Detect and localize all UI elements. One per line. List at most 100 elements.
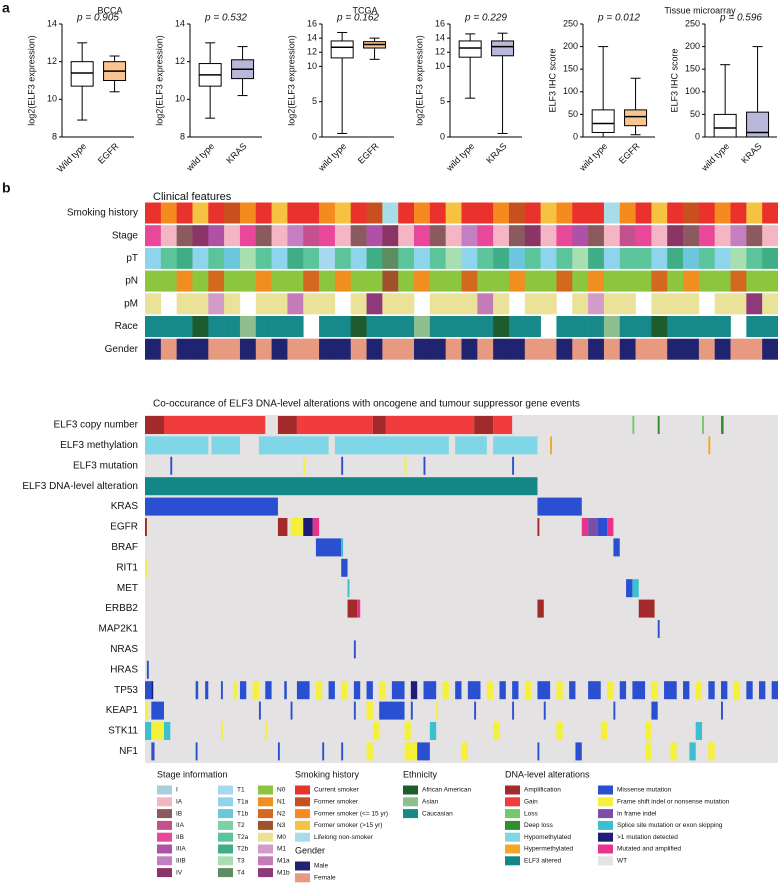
legend-swatch (295, 820, 310, 830)
heatmap-cell (493, 202, 510, 224)
legend-label: M1 (277, 846, 286, 853)
heatmap-cell (414, 270, 431, 292)
alteration (708, 742, 715, 761)
alteration (537, 599, 544, 618)
box (491, 40, 515, 57)
heatmap-cell (762, 202, 778, 224)
heatmap-cell (366, 225, 383, 247)
alteration (145, 477, 538, 496)
heatmap-cell (572, 202, 589, 224)
heatmap-cell (414, 225, 431, 247)
alteration (597, 518, 608, 536)
alteration (366, 742, 373, 761)
alteration (632, 579, 639, 598)
y-tick-label: 200 (685, 41, 700, 51)
x-tick-label: wild type (577, 141, 610, 174)
heatmap-cell (746, 225, 763, 247)
p-value: p = 0.229 (464, 13, 507, 24)
row-label: ELF3 DNA-level alteration (22, 481, 138, 492)
heatmap-cell (239, 247, 257, 269)
alteration (258, 701, 261, 720)
heatmap-cell (398, 338, 415, 360)
heatmap-cell (192, 338, 209, 360)
alteration (721, 701, 723, 720)
heatmap-cell (698, 338, 715, 360)
alteration (493, 416, 513, 434)
p-value: p = 0.012 (597, 13, 640, 24)
legend-label: African American (422, 787, 472, 794)
heatmap-cell (445, 225, 462, 247)
heatmap-cell (572, 247, 589, 269)
y-tick-label: 250 (685, 18, 700, 28)
y-tick-label: 200 (563, 41, 578, 51)
heatmap-cell (350, 247, 367, 269)
heatmap-cell (698, 270, 715, 292)
row-label: KEAP1 (106, 705, 139, 716)
heatmap-cell (303, 293, 320, 315)
heatmap-cell (508, 338, 526, 360)
alteration (303, 518, 313, 536)
row-label: KRAS (111, 501, 139, 512)
heatmap-cell (224, 316, 241, 337)
alteration (366, 681, 373, 700)
heatmap-cell (588, 338, 605, 360)
p-value: p = 0.596 (719, 13, 762, 24)
alteration (277, 416, 297, 434)
heatmap-cell (271, 202, 288, 224)
alteration (645, 722, 652, 740)
heatmap-cell (271, 225, 288, 247)
alteration (600, 722, 608, 740)
y-tick-label: 14 (47, 18, 57, 28)
alteration (252, 681, 259, 700)
heatmap-cell (382, 338, 399, 360)
x-tick-label: EGFR (96, 141, 121, 166)
x-tick-label: KRAS (484, 141, 508, 165)
heatmap-cell (667, 270, 684, 292)
alteration (366, 701, 373, 720)
alteration (347, 599, 358, 618)
heatmap-cell (651, 293, 668, 315)
heatmap-cell (651, 316, 668, 337)
legend-label: Splice site mutation or exon skipping (617, 822, 723, 829)
alteration (537, 681, 551, 700)
heatmap-cell (303, 270, 320, 292)
alteration (613, 701, 616, 720)
heatmap-cell (556, 338, 573, 360)
row-label: NRAS (110, 644, 138, 655)
x-tick-label: KRAS (739, 141, 763, 165)
row-label: Stage (112, 230, 139, 241)
y-tick-label: 16 (435, 18, 445, 28)
heatmap-cell (461, 270, 478, 292)
alteration (195, 742, 198, 761)
x-tick-label: EGFR (356, 141, 381, 166)
heatmap-cell (730, 202, 747, 224)
alteration (721, 416, 724, 434)
legend-label: Former smoker (<= 15 yr) (314, 810, 388, 817)
legend-title: DNA-level alterations (505, 769, 590, 779)
alteration (683, 681, 690, 700)
alteration (353, 640, 356, 659)
heatmap-cell (398, 247, 415, 269)
heatmap-cell (429, 338, 446, 360)
legend-swatch (295, 873, 310, 883)
alteration (486, 681, 494, 700)
heatmap-cell (319, 225, 336, 247)
p-value: p = 0.905 (76, 13, 119, 24)
y-tick-label: 50 (690, 109, 700, 119)
heatmap-cell (366, 338, 383, 360)
legend-swatch (598, 797, 613, 807)
box (591, 109, 615, 133)
heatmap-cell (414, 338, 431, 360)
panel-label: b (2, 180, 11, 196)
y-axis-label: log2(ELF3 expression) (154, 35, 164, 126)
legend-swatch (295, 861, 310, 871)
alteration (391, 681, 405, 700)
alteration (277, 518, 288, 536)
alteration (265, 681, 272, 700)
alteration (556, 681, 563, 700)
heatmap-cell (350, 293, 367, 315)
p-value: p = 0.532 (204, 13, 247, 24)
y-tick-label: 0 (573, 131, 578, 141)
row-label: pT (126, 253, 138, 264)
row-label: TP53 (114, 685, 138, 696)
